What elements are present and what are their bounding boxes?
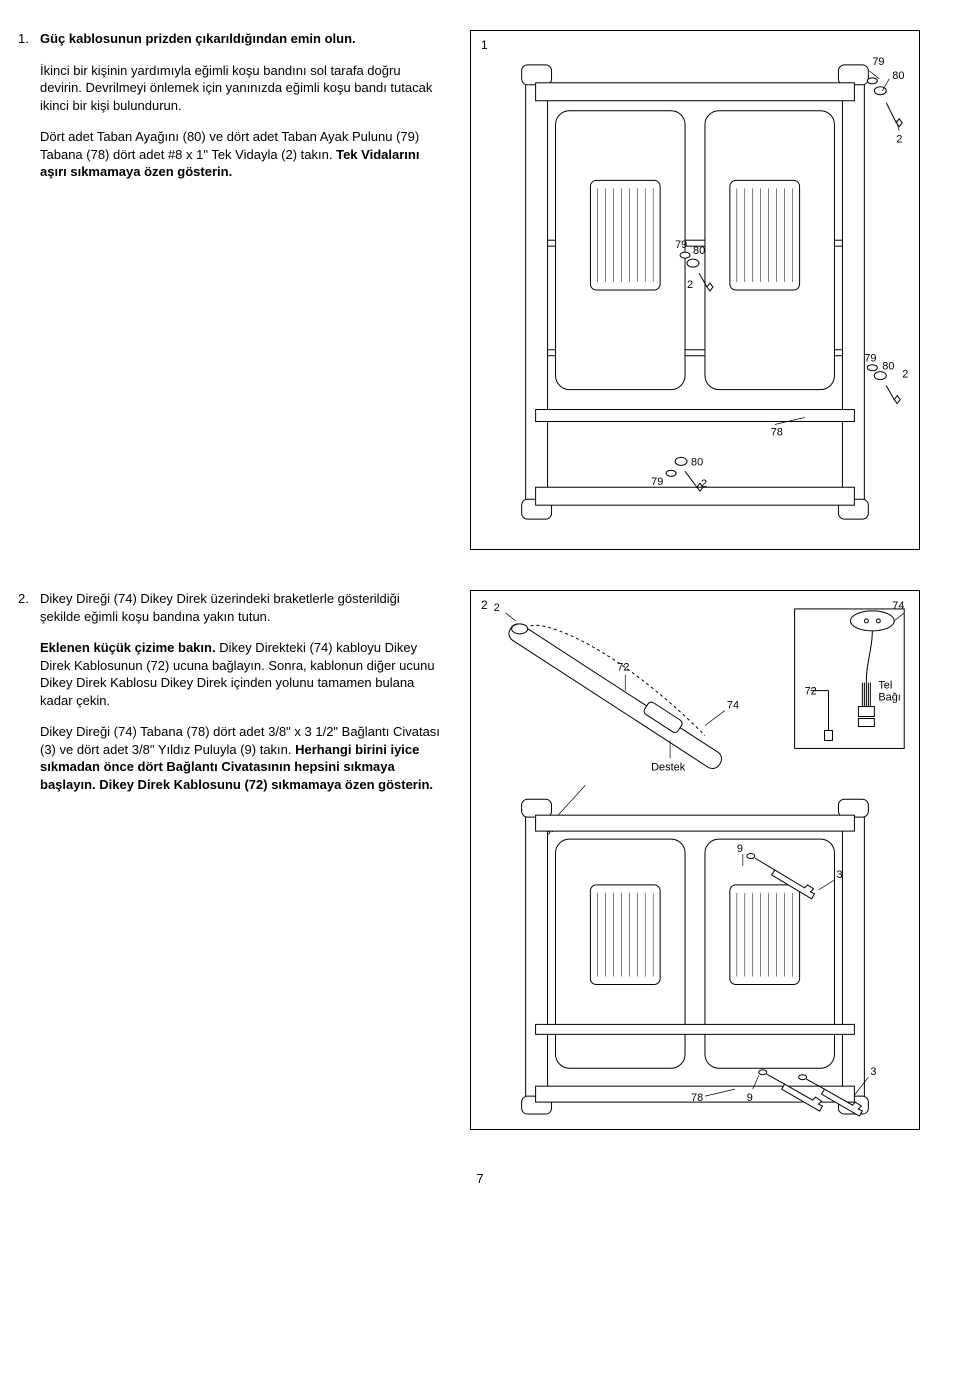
fig2-l2-tl: 2	[494, 602, 500, 614]
fig1-l2-b: 2	[701, 478, 707, 490]
step-1-row: 1. Güç kablosunun prizden çıkarıldığında…	[40, 30, 920, 550]
step-2-p1: Dikey Direği (74) Dikey Direk üzerindeki…	[40, 590, 440, 625]
fig1-l2-m: 2	[687, 279, 693, 291]
fig1-l80-m: 80	[693, 245, 705, 257]
step-2-row: 2. Dikey Direği (74) Dikey Direk üzerind…	[40, 590, 920, 1130]
fig1-l79-r: 79	[864, 353, 876, 365]
step-1-p2: Dört adet Taban Ayağını (80) ve dört ade…	[40, 128, 440, 181]
fig1-l80-b: 80	[691, 456, 703, 468]
step-1-text: 1. Güç kablosunun prizden çıkarıldığında…	[40, 30, 440, 550]
figure-1: 1	[470, 30, 920, 550]
fig2-l72-r: 72	[805, 686, 817, 698]
figure-2: 2 72 Tel	[470, 590, 920, 1130]
step-2-text: 2. Dikey Direği (74) Dikey Direk üzerind…	[40, 590, 440, 1130]
step-2-p3: Dikey Direği (74) Tabana (78) dört adet …	[40, 723, 440, 793]
fig1-l80-tr: 80	[892, 70, 904, 82]
fig2-destek: Destek	[651, 761, 686, 773]
figure-1-svg: 79 80 2 79 80 2	[471, 31, 919, 549]
fig2-l9-b: 9	[747, 1092, 753, 1104]
fig1-l79-b: 79	[651, 476, 663, 488]
fig1-l2-r: 2	[902, 369, 908, 381]
figure-1-box: 1	[470, 30, 920, 550]
page-number: 7	[40, 1170, 920, 1188]
figure-2-box: 2 72 Tel	[470, 590, 920, 1130]
fig1-l2-tr: 2	[896, 134, 902, 146]
fig2-l9-m: 9	[737, 843, 743, 855]
figure-2-svg: 72 Tel Bağı 74 2 72 74 Destek	[471, 591, 919, 1129]
step-1-number: 1.	[18, 30, 29, 48]
fig1-l79-m: 79	[675, 239, 687, 251]
step-1-title: Güç kablosunun prizden çıkarıldığından e…	[40, 30, 440, 48]
fig1-l79-tr: 79	[872, 56, 884, 68]
fig2-tel-r: Tel	[878, 680, 892, 692]
step-2-p2a: Eklenen küçük çizime bakın.	[40, 640, 216, 655]
fig2-l3-r: 3	[836, 869, 842, 881]
fig1-l78: 78	[771, 426, 783, 438]
step-2: 2. Dikey Direği (74) Dikey Direk üzerind…	[40, 590, 440, 793]
step-1: 1. Güç kablosunun prizden çıkarıldığında…	[40, 30, 440, 181]
fig2-l72-m: 72	[617, 662, 629, 674]
figure-2-number: 2	[481, 597, 488, 613]
fig1-l80-r: 80	[882, 361, 894, 373]
fig2-bagi-r: Bağı	[878, 692, 901, 704]
fig2-l78-b: 78	[691, 1092, 703, 1104]
fig2-l3-br: 3	[870, 1066, 876, 1078]
step-1-p1: İkinci bir kişinin yardımıyla eğimli koş…	[40, 62, 440, 115]
step-2-p2: Eklenen küçük çizime bakın. Dikey Direkt…	[40, 639, 440, 709]
fig2-l74-tr: 74	[892, 600, 904, 612]
step-2-number: 2.	[18, 590, 29, 608]
figure-1-number: 1	[481, 37, 488, 53]
fig2-l74-m: 74	[727, 700, 739, 712]
